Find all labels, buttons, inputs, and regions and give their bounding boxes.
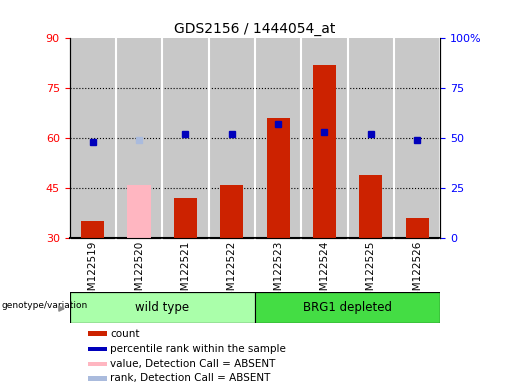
Text: rank, Detection Call = ABSENT: rank, Detection Call = ABSENT [110, 374, 270, 384]
Text: GSM122526: GSM122526 [412, 241, 422, 304]
Text: GSM122524: GSM122524 [319, 241, 330, 304]
Bar [267, 118, 289, 238]
Text: genotype/variation: genotype/variation [2, 301, 88, 310]
Bar [174, 198, 197, 238]
Text: GSM122519: GSM122519 [88, 241, 98, 304]
Text: GSM122520: GSM122520 [134, 241, 144, 304]
Bar [88, 376, 107, 381]
Text: GSM122521: GSM122521 [180, 241, 191, 304]
Text: GSM122525: GSM122525 [366, 241, 376, 304]
Bar [88, 362, 107, 366]
Bar [405, 218, 428, 238]
Text: percentile rank within the sample: percentile rank within the sample [110, 344, 286, 354]
Text: wild type: wild type [135, 301, 190, 314]
FancyBboxPatch shape [255, 292, 440, 323]
Bar [313, 65, 336, 238]
Text: count: count [110, 329, 140, 339]
FancyBboxPatch shape [70, 292, 255, 323]
Bar [81, 222, 104, 238]
Bar [88, 347, 107, 351]
Bar [88, 331, 107, 336]
Text: GSM122523: GSM122523 [273, 241, 283, 304]
Bar [128, 185, 150, 238]
Bar [359, 175, 382, 238]
Text: value, Detection Call = ABSENT: value, Detection Call = ABSENT [110, 359, 276, 369]
Text: GSM122522: GSM122522 [227, 241, 237, 304]
Text: BRG1 depleted: BRG1 depleted [303, 301, 392, 314]
Title: GDS2156 / 1444054_at: GDS2156 / 1444054_at [174, 22, 336, 36]
Bar [220, 185, 243, 238]
